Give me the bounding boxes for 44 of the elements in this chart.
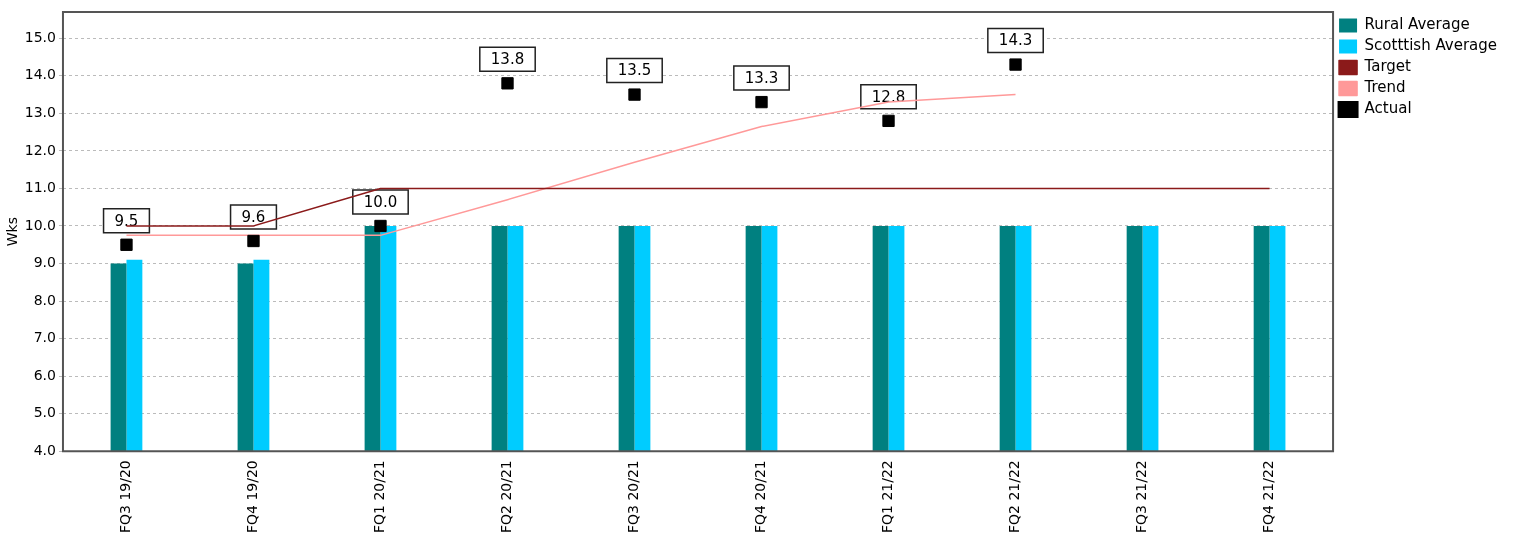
legend-label: Actual bbox=[1364, 99, 1412, 118]
y-tick-label: 7.0 bbox=[33, 329, 56, 346]
data-label: 10.0 bbox=[363, 192, 398, 211]
point bbox=[1009, 58, 1022, 71]
y-tick-label: 11.0 bbox=[24, 179, 56, 196]
point bbox=[628, 88, 641, 101]
point bbox=[755, 95, 768, 109]
x-tick-label: FQ4 21/22 bbox=[1260, 460, 1277, 534]
y-tick-label: 15.0 bbox=[24, 28, 56, 45]
legend-label: Rural Average bbox=[1364, 15, 1470, 34]
data-label: 12.8 bbox=[871, 87, 906, 106]
x-tick-label: FQ2 21/22 bbox=[1006, 460, 1023, 534]
y-tick-label: 14.0 bbox=[24, 66, 56, 83]
point bbox=[501, 77, 514, 90]
y-tick-label: 8.0 bbox=[33, 291, 56, 308]
y-tick-label: 13.0 bbox=[24, 104, 56, 120]
y-tick-label: 4.0 bbox=[33, 441, 56, 458]
x-tick-label: FQ3 21/22 bbox=[1133, 460, 1150, 534]
y-tick-label: 6.0 bbox=[33, 366, 56, 383]
y-tick-label: 10.0 bbox=[24, 216, 56, 233]
y-tick-label: 5.0 bbox=[33, 404, 56, 421]
x-tick-label: FQ4 19/20 bbox=[244, 460, 261, 534]
x-tick-label: FQ3 20/21 bbox=[625, 460, 642, 534]
legend-label: Trend bbox=[1363, 78, 1406, 97]
data-label: 13.5 bbox=[617, 61, 652, 80]
point bbox=[882, 114, 895, 128]
x-tick-label: FQ1 21/22 bbox=[879, 460, 896, 534]
y-tick-label: 9.0 bbox=[33, 254, 56, 271]
point bbox=[374, 219, 387, 233]
x-tick-label: FQ3 19/20 bbox=[117, 460, 134, 534]
data-label: 9.6 bbox=[241, 207, 266, 226]
point bbox=[120, 238, 133, 251]
x-tick-label: FQ1 20/21 bbox=[371, 460, 388, 534]
x-tick-label: FQ2 20/21 bbox=[498, 460, 515, 534]
data-label: 13.8 bbox=[490, 50, 525, 69]
data-label: 13.3 bbox=[744, 68, 779, 87]
data-label: 9.5 bbox=[114, 211, 139, 230]
legend-label: Scotttish Average bbox=[1364, 36, 1498, 55]
point bbox=[247, 234, 260, 248]
y-axis-title: Wks bbox=[4, 216, 21, 247]
legend-label: Target bbox=[1363, 57, 1412, 76]
data-label: 14.3 bbox=[998, 31, 1033, 50]
x-tick-label: FQ4 20/21 bbox=[752, 460, 769, 534]
y-tick-label: 12.0 bbox=[24, 141, 56, 158]
